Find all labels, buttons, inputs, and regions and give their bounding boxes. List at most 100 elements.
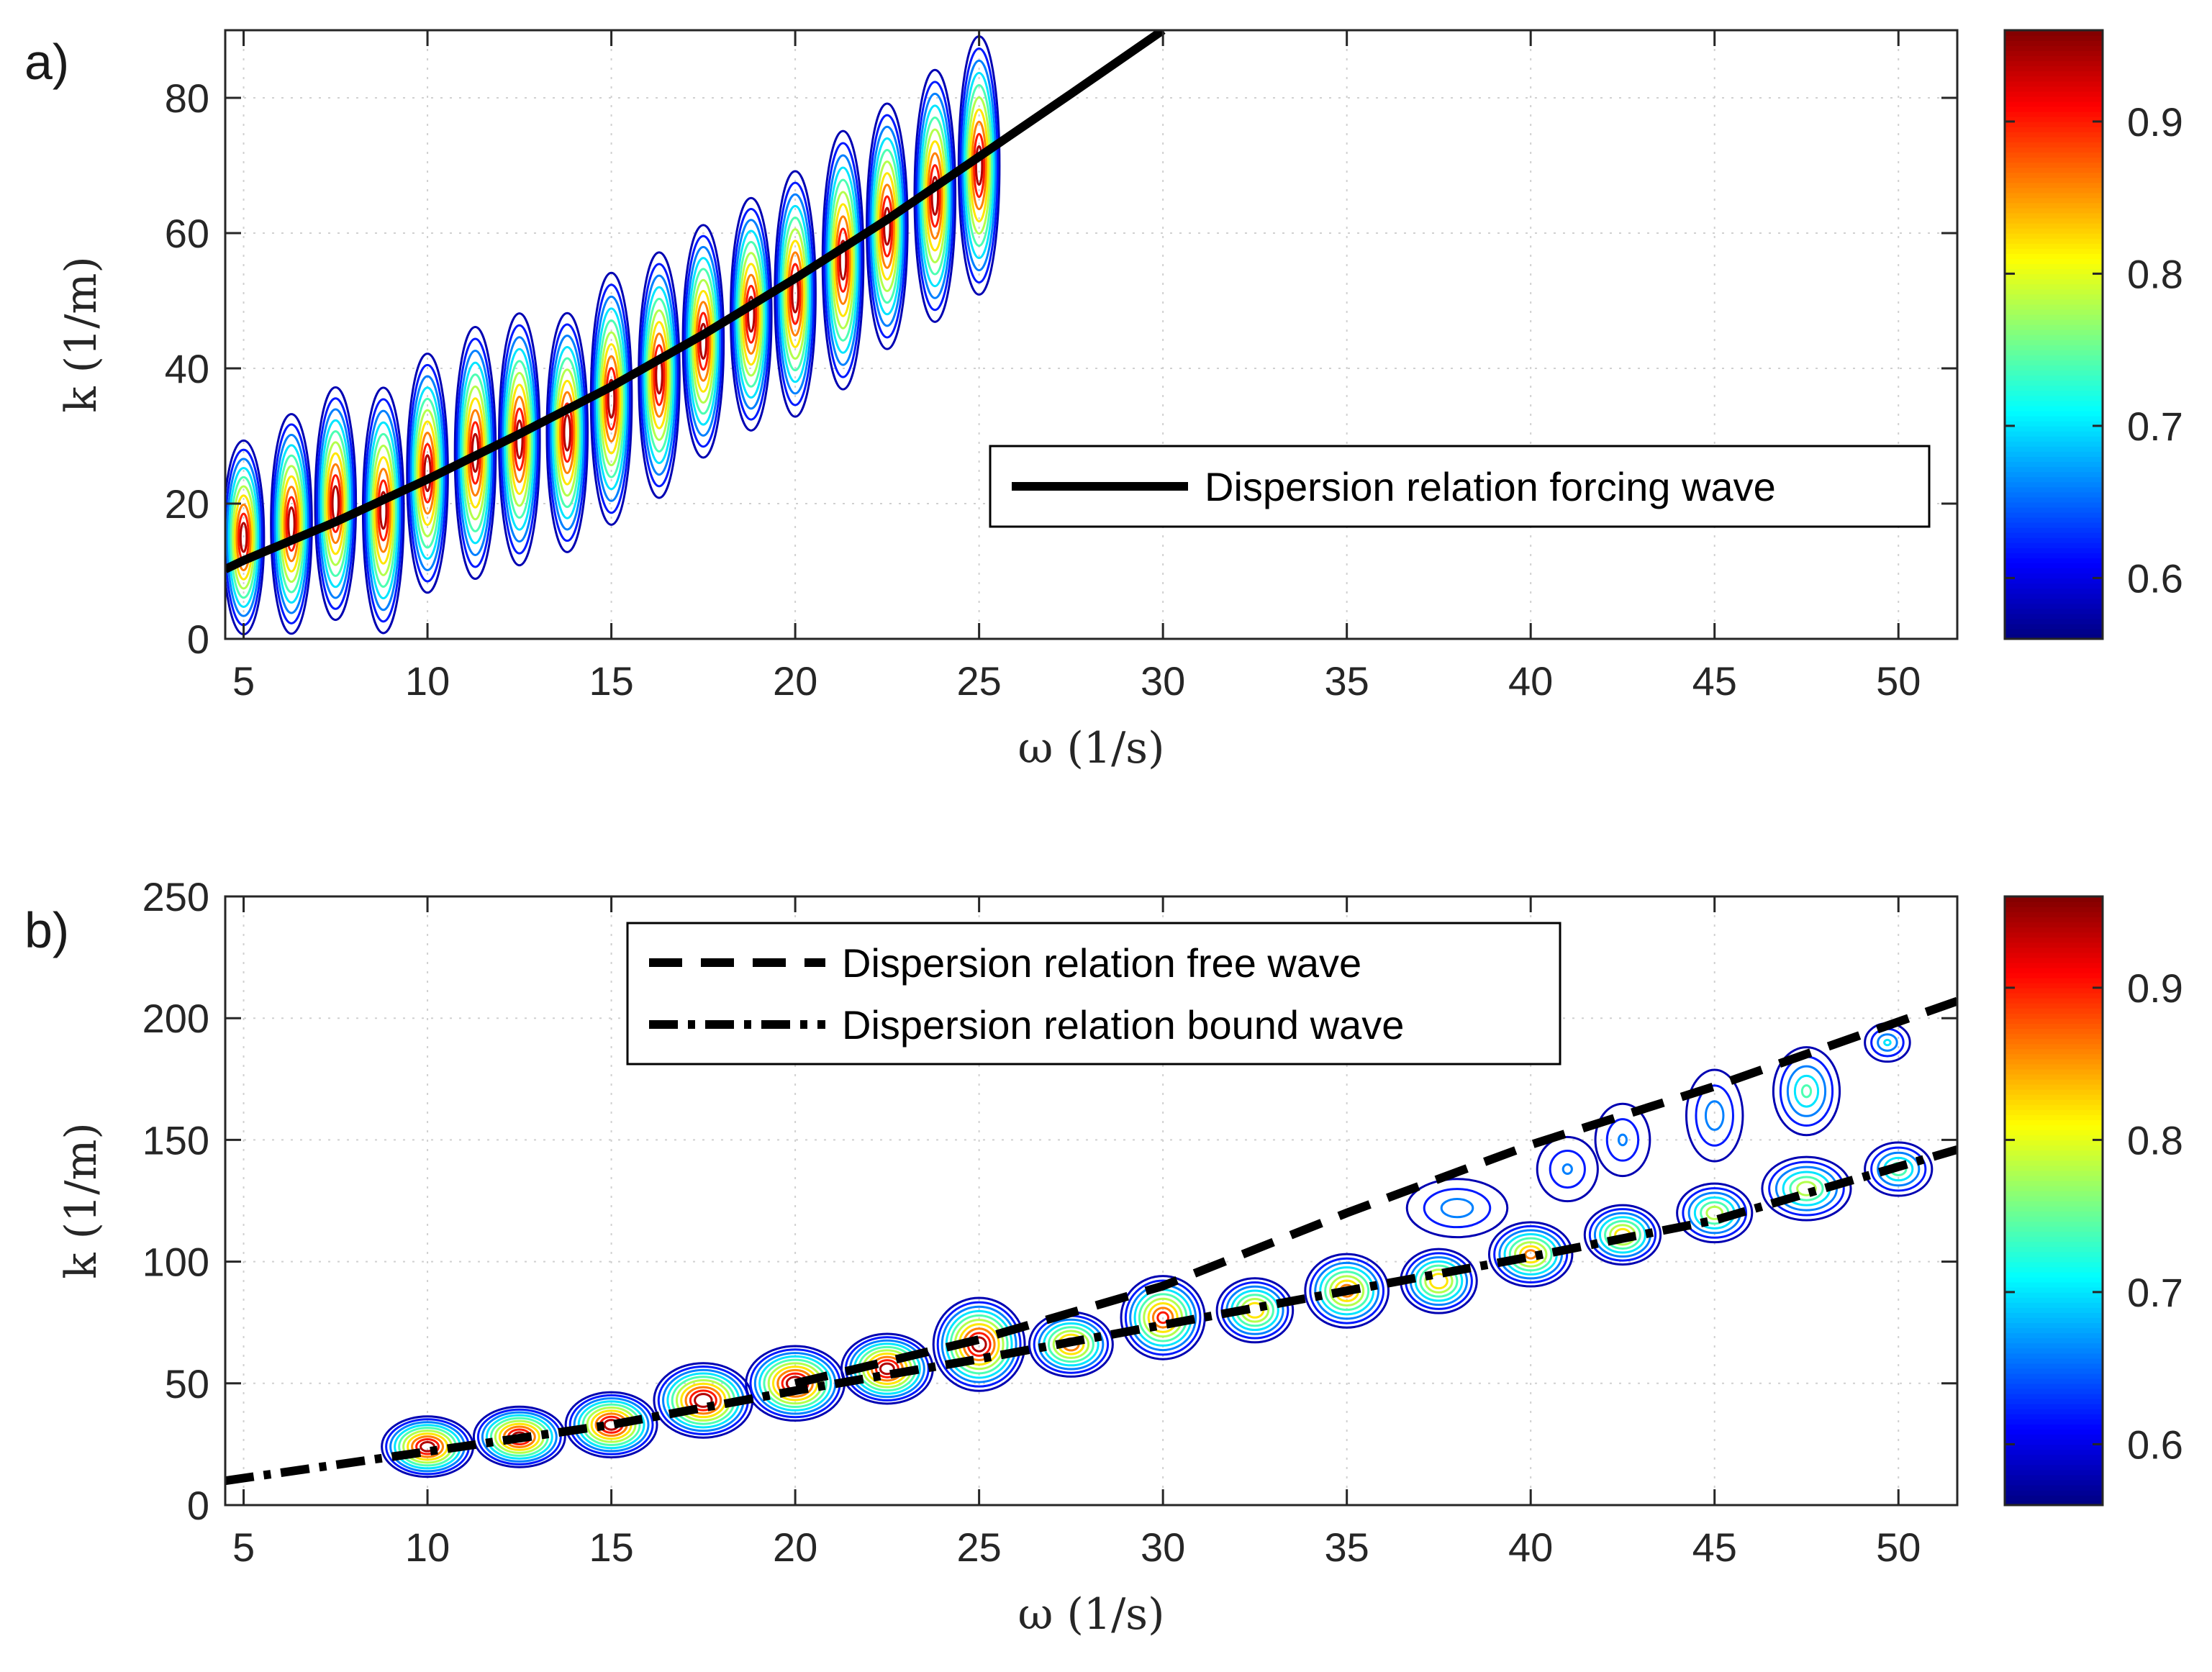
y-tick-label: 150: [142, 1117, 209, 1163]
contour-line: [930, 176, 940, 216]
colorbar-strip: [2005, 106, 2103, 112]
x-tick-label: 25: [956, 1525, 1001, 1570]
contour-line: [1772, 1046, 1841, 1137]
colorbar-strip: [2005, 1454, 2103, 1460]
contour-line: [1789, 1176, 1824, 1201]
contour-line: [1676, 1182, 1754, 1244]
colorbar-strip: [2005, 132, 2103, 137]
colorbar-strip: [2005, 360, 2103, 366]
colorbar-strip: [2005, 901, 2103, 907]
colorbar-strip: [2005, 1332, 2103, 1339]
legend-label: Dispersion relation forcing wave: [1205, 464, 1776, 509]
contour-line: [1549, 1149, 1586, 1189]
colorbar-strip: [2005, 55, 2103, 62]
colorbar-strip: [2005, 633, 2103, 640]
contour-line: [835, 215, 851, 305]
x-tick-label: 40: [1508, 1525, 1553, 1570]
colorbar-strip: [2005, 65, 2103, 72]
colorbar-strip: [2005, 623, 2103, 630]
y-axis-label: k (1/m): [56, 256, 106, 413]
colorbar-strip: [2005, 1033, 2103, 1040]
contour-line: [936, 1301, 1022, 1388]
colorbar-strip: [2005, 461, 2103, 468]
colorbar-strip: [2005, 1429, 2103, 1435]
colorbar-strip: [2005, 558, 2103, 564]
contour-line: [369, 432, 397, 588]
colorbar-strip: [2005, 1114, 2103, 1120]
colorbar-strip: [2005, 1180, 2103, 1186]
contour-line: [605, 367, 617, 431]
contour-line: [557, 379, 578, 486]
contour-line: [973, 132, 986, 199]
x-tick-label: 35: [1325, 1525, 1369, 1570]
colorbar-strip: [2005, 1063, 2103, 1070]
contour-line: [227, 467, 260, 608]
contour-line: [783, 228, 807, 360]
colorbar-strip: [2005, 912, 2103, 917]
colorbar-strip: [2005, 1104, 2103, 1110]
contour-line: [1536, 1135, 1599, 1203]
colorbar-strip: [2005, 563, 2103, 569]
contour-line: [787, 251, 804, 337]
contour-line: [226, 458, 262, 617]
contour-line: [1796, 1181, 1817, 1196]
colorbar-strip: [2005, 177, 2103, 183]
colorbar-strip: [2005, 86, 2103, 92]
contour-line: [1695, 1084, 1734, 1147]
contour-line: [932, 1296, 1026, 1392]
x-tick-label: 50: [1876, 1525, 1921, 1570]
legend-label: Dispersion relation bound wave: [842, 1002, 1404, 1048]
x-axis-label: ω (1/s): [1018, 723, 1165, 773]
colorbar-strip: [2005, 340, 2103, 345]
colorbar-strip: [2005, 1003, 2103, 1009]
colorbar-strip: [2005, 1276, 2103, 1283]
colorbar-strip: [2005, 1398, 2103, 1404]
contour-line: [277, 454, 306, 594]
contour-line: [639, 263, 679, 488]
contour-line: [866, 102, 909, 350]
colorbar-strip: [2005, 1388, 2103, 1394]
colorbar-tick-label: 0.6: [2127, 1422, 2183, 1467]
colorbar-strip: [2005, 121, 2103, 127]
colorbar-strip: [2005, 243, 2103, 249]
colorbar-strip: [2005, 1261, 2103, 1268]
colorbar-strip: [2005, 1479, 2103, 1486]
colorbar-strip: [2005, 446, 2103, 452]
colorbar-strip: [2005, 937, 2103, 943]
contour-line: [1704, 1100, 1725, 1131]
colorbar-strip: [2005, 1083, 2103, 1090]
colorbar-strip: [2005, 532, 2103, 538]
contour-line: [1147, 1302, 1179, 1333]
contour-line: [379, 491, 388, 530]
bound-wave-line: [225, 1145, 1957, 1486]
colorbar-strip: [2005, 385, 2103, 391]
contour-line: [411, 1435, 445, 1458]
contour-peak: [1761, 1155, 1852, 1222]
colorbar-strip: [2005, 598, 2103, 604]
colorbar-strip: [2005, 537, 2103, 543]
colorbar-strip: [2005, 207, 2103, 214]
colorbar-strip: [2005, 400, 2103, 406]
colorbar-strip: [2005, 1484, 2103, 1491]
x-tick-label: 15: [589, 1525, 633, 1570]
x-tick-label: 30: [1141, 1525, 1185, 1570]
colorbar-strip: [2005, 1348, 2103, 1354]
contour-line: [607, 378, 616, 419]
contour-line: [1493, 1225, 1569, 1283]
contour-line: [485, 1414, 553, 1460]
colorbar-strip: [2005, 1251, 2103, 1258]
colorbar-strip: [2005, 527, 2103, 533]
contour-line: [1429, 1273, 1449, 1290]
colorbar: 0.6 0.7 0.8 0.9: [2003, 895, 2183, 1507]
colorbar-strip: [2005, 578, 2103, 584]
contour-line: [371, 444, 396, 576]
contour-line: [319, 419, 352, 589]
colorbar-tick-label: 0.8: [2127, 1117, 2183, 1163]
contour-line: [316, 397, 355, 610]
contour-line: [1047, 1326, 1094, 1363]
y-tick-label: 0: [187, 617, 209, 662]
colorbar-strip: [2005, 506, 2103, 513]
colorbar-frame: [2003, 895, 2104, 1507]
contour-line: [498, 1422, 540, 1451]
